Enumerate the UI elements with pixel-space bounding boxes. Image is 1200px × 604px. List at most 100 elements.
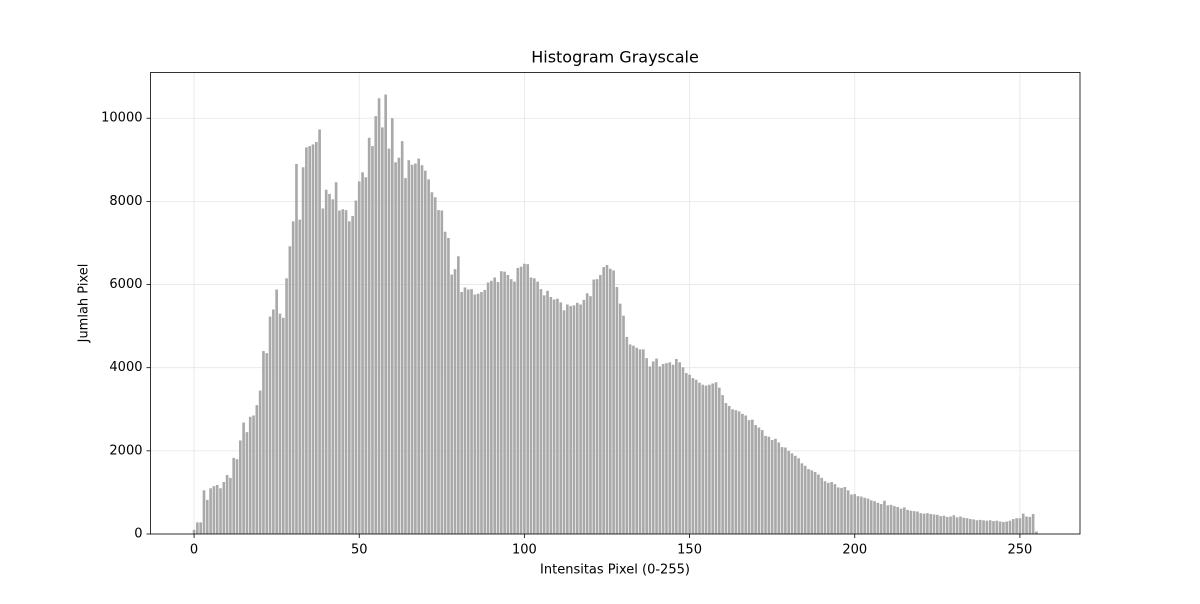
bar <box>509 279 513 534</box>
bar <box>1011 519 1015 534</box>
bar <box>245 432 249 534</box>
bar <box>823 481 827 534</box>
bar <box>199 522 202 534</box>
bar <box>529 277 533 534</box>
x-tick-label: 150 <box>677 543 702 558</box>
bar <box>784 447 787 534</box>
plot-frame <box>150 72 1081 535</box>
bar <box>615 287 619 534</box>
bar <box>879 504 883 534</box>
bar <box>371 146 374 534</box>
bar <box>572 305 576 534</box>
y-tick-label: 8000 <box>109 194 142 209</box>
bar <box>232 457 236 534</box>
bar <box>668 362 672 534</box>
bar <box>873 501 876 534</box>
bar <box>810 470 814 534</box>
bar <box>222 482 226 534</box>
bar <box>912 511 916 534</box>
bar <box>503 271 506 534</box>
bar <box>863 497 866 534</box>
bar <box>519 266 523 534</box>
bar <box>1008 520 1012 534</box>
bar <box>846 490 850 534</box>
bar <box>741 413 744 534</box>
bar <box>751 419 754 534</box>
bar <box>787 450 790 534</box>
bar <box>536 281 539 534</box>
bar <box>334 182 338 535</box>
bar <box>982 520 985 534</box>
bar <box>744 415 748 534</box>
bar <box>807 469 810 534</box>
bar <box>308 146 312 534</box>
bar <box>235 459 239 534</box>
bar <box>803 465 807 534</box>
bar <box>856 496 860 534</box>
bar <box>367 137 371 535</box>
bar <box>681 367 685 534</box>
bar <box>599 274 602 534</box>
bar <box>876 502 880 534</box>
bar <box>764 435 767 534</box>
bar <box>229 477 232 534</box>
x-tick-label: 0 <box>190 543 198 558</box>
bar <box>906 509 909 534</box>
bar <box>278 313 282 534</box>
x-tick-label: 100 <box>512 543 537 558</box>
bar <box>357 181 361 534</box>
y-axis-label: Jumlah Pixel <box>77 264 92 344</box>
bar <box>628 344 632 534</box>
bar <box>549 297 553 534</box>
bar <box>579 304 582 534</box>
bar <box>618 303 622 534</box>
bar <box>866 498 870 534</box>
bar <box>238 440 242 534</box>
bar <box>311 144 315 534</box>
bar <box>770 440 774 534</box>
bar <box>381 127 384 535</box>
bar <box>321 208 325 535</box>
bar <box>265 353 269 534</box>
bar <box>714 382 718 534</box>
bar <box>285 278 288 534</box>
bar <box>589 296 592 534</box>
bar <box>595 279 599 534</box>
bar <box>717 387 721 534</box>
bar <box>608 268 612 534</box>
bar <box>569 306 572 534</box>
bar <box>298 219 302 534</box>
bar <box>374 116 378 535</box>
bar <box>942 515 946 534</box>
bar <box>364 177 368 534</box>
bar <box>840 487 843 534</box>
bar <box>460 292 463 534</box>
bar <box>727 405 731 534</box>
bar <box>202 490 206 534</box>
bar <box>820 477 824 534</box>
bar <box>447 237 450 534</box>
bar <box>437 210 440 534</box>
bar <box>344 210 348 534</box>
bar <box>440 210 444 534</box>
bar <box>400 141 404 534</box>
bar <box>314 141 318 535</box>
bar <box>642 349 645 534</box>
bar <box>774 438 777 534</box>
bar <box>638 349 642 534</box>
bar <box>721 395 724 534</box>
bar <box>248 416 252 534</box>
y-tick-label: 10000 <box>101 111 142 126</box>
bar <box>361 172 364 534</box>
bar <box>242 422 245 534</box>
bar <box>338 210 341 534</box>
bar <box>562 310 566 534</box>
x-tick-label: 200 <box>842 543 867 558</box>
bar <box>582 299 586 534</box>
bar <box>926 513 929 534</box>
bar <box>384 94 387 534</box>
bar <box>288 246 292 534</box>
bar <box>777 442 781 534</box>
bar <box>585 293 589 534</box>
